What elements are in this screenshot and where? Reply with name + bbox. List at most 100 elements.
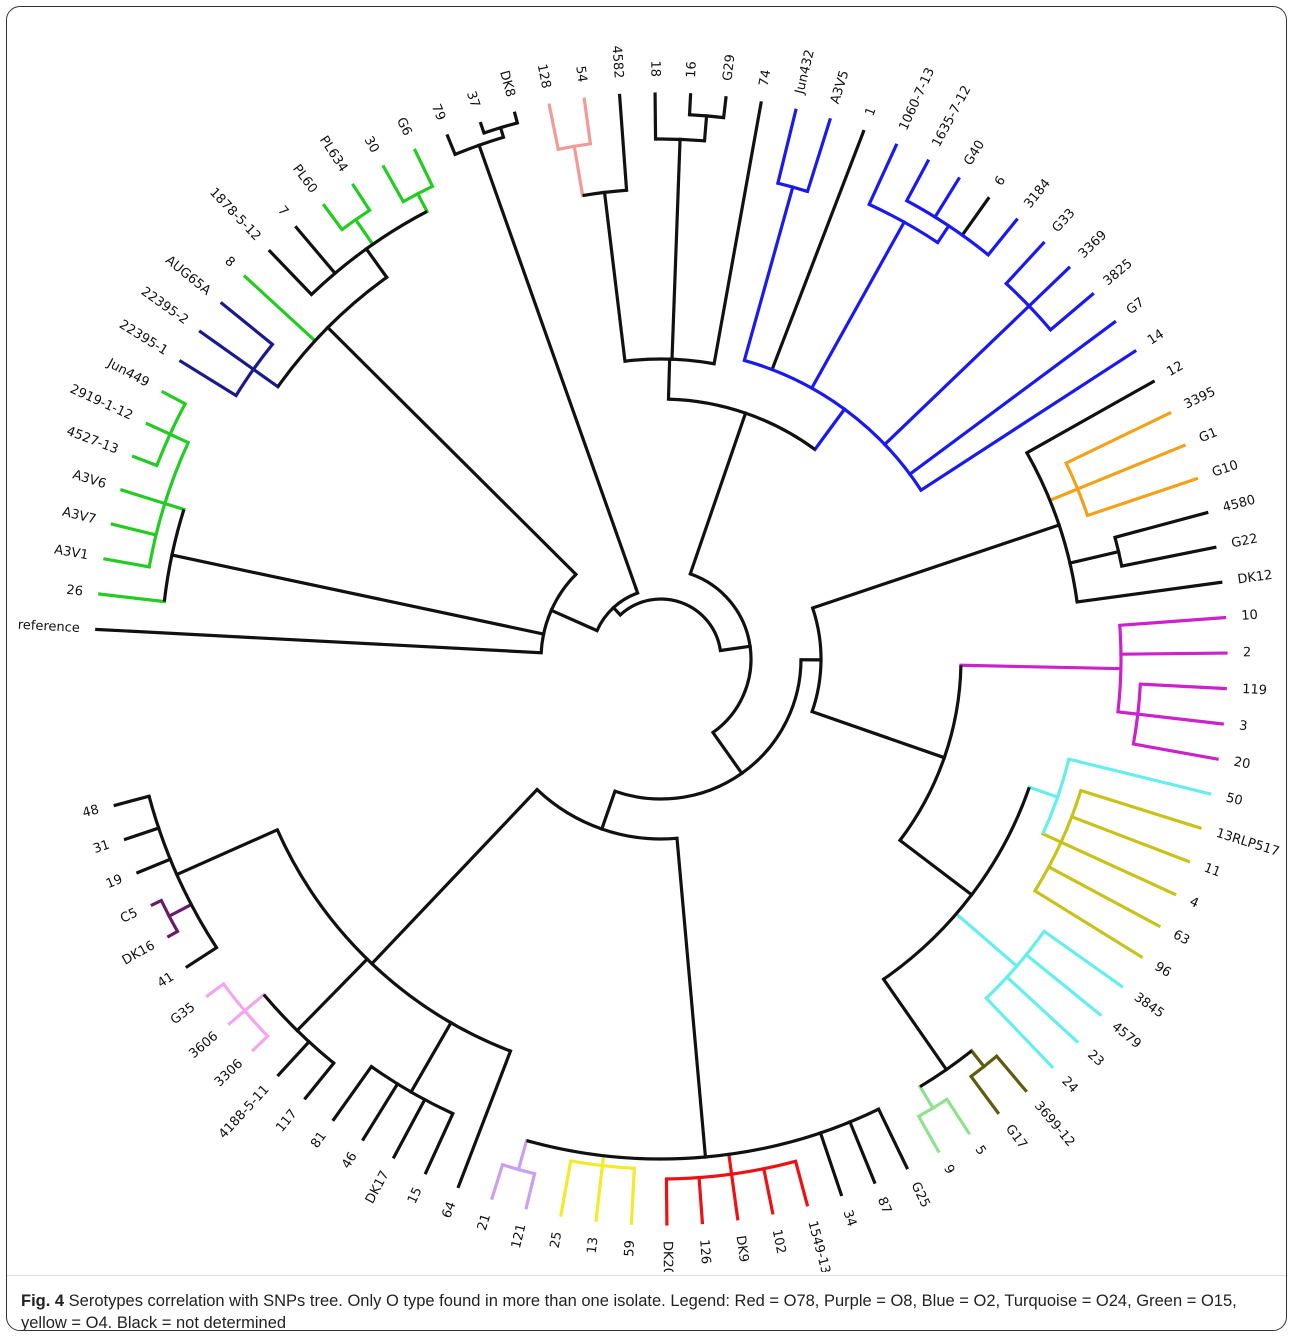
leaf-label: 22395-1	[116, 317, 170, 358]
tree-stem-20	[935, 223, 951, 245]
tree-stem-40	[600, 1153, 606, 1168]
leaf-label: 4	[1187, 894, 1201, 911]
leaf-label: 13RLP517	[1214, 826, 1281, 860]
leaf-branch-35	[985, 217, 1019, 258]
leaf-branch-87	[250, 1033, 270, 1053]
leaf-label: G25	[908, 1180, 933, 1210]
leaf-branch-14	[321, 203, 345, 232]
leaf-branch-46	[1119, 545, 1217, 568]
leaf-branch-33	[932, 176, 961, 220]
tree-stem-51	[718, 644, 752, 653]
leaf-label: 41	[155, 970, 177, 992]
leaf-branch-22	[582, 97, 593, 146]
leaf-label: 8	[221, 254, 237, 271]
leaf-label: DK8	[496, 69, 517, 99]
tree-stem-5	[353, 217, 376, 247]
leaf-branch-42	[1064, 410, 1172, 466]
leaf-branch-19	[478, 121, 487, 136]
tree-stem-10	[498, 125, 506, 140]
tree-stem-30	[1040, 831, 1064, 845]
tree-stem-46	[166, 902, 194, 919]
leaf-branch-0	[95, 627, 543, 655]
leaf-branch-25	[687, 93, 693, 117]
leaf-label: 3606	[186, 1029, 221, 1062]
leaf-label: 16	[684, 61, 700, 78]
tree-stem-36	[897, 838, 974, 898]
leaf-branch-79	[490, 1162, 505, 1201]
leaf-label: 46	[339, 1150, 360, 1172]
leaf-label: 96	[1152, 959, 1174, 980]
leaf-branch-78	[524, 1171, 537, 1210]
leaf-branch-26	[721, 95, 728, 120]
leaf-branch-81	[423, 1111, 455, 1175]
leaf-branch-37	[1026, 265, 1072, 309]
leaf-branch-48	[1118, 615, 1227, 628]
leaf-label: 9	[940, 1162, 957, 1177]
leaf-branch-40	[918, 349, 1138, 493]
leaf-label: 3184	[1021, 176, 1053, 211]
tree-stem-24	[688, 411, 748, 576]
leaf-branch-86	[276, 1039, 312, 1078]
leaf-label: 4579	[1109, 1019, 1144, 1051]
tree-stem-18	[666, 357, 672, 401]
tree-stem-27	[810, 523, 1062, 610]
leaf-branch-67	[876, 1107, 910, 1170]
tree-stem-13	[611, 605, 623, 618]
figure-frame: reference 26 A3V1 A3V7 A3V6 4527-13 2919-1-12 J…	[6, 6, 1287, 1331]
tree-stem-45	[294, 956, 370, 1033]
leaf-branch-23	[617, 93, 629, 192]
leaf-label: 10	[1241, 608, 1259, 624]
leaf-label: 4527-13	[64, 424, 120, 457]
leaf-branch-13	[294, 225, 338, 276]
leaf-label: DK20	[660, 1241, 675, 1272]
leaf-branch-27	[712, 101, 763, 366]
leaf-branch-72	[729, 1172, 740, 1221]
tree-stem-11	[477, 143, 639, 591]
leaf-label: G7	[1124, 295, 1148, 318]
caption-label: Fig. 4	[21, 1292, 65, 1310]
leaf-branch-61	[1004, 974, 1080, 1044]
leaf-branch-91	[166, 929, 180, 939]
leaf-branch-52	[1131, 742, 1219, 761]
leaf-label: 63	[1170, 927, 1192, 948]
tree-stem-41	[516, 1138, 529, 1172]
leaf-label: 3	[1238, 718, 1248, 734]
leaf-branch-36	[1003, 240, 1046, 286]
leaf-label: 18	[647, 60, 662, 77]
leaf-branch-73	[697, 1175, 705, 1225]
leaf-branch-9	[198, 329, 256, 372]
leaf-label: 50	[1224, 791, 1244, 810]
tree-stem-14	[572, 144, 585, 198]
tree-stem-15	[602, 190, 627, 363]
leaf-label: 4580	[1221, 493, 1257, 516]
leaf-branch-53	[1066, 757, 1212, 796]
leaf-branch-88	[227, 1008, 247, 1026]
tree-stem-34	[917, 1084, 936, 1111]
leaf-label: 3306	[212, 1056, 246, 1090]
leaf-label: 20	[1232, 755, 1251, 773]
leaf-label: 24	[1058, 1074, 1080, 1096]
leaf-label: 31	[91, 838, 111, 857]
leaf-branch-75	[629, 1166, 636, 1225]
tree-stem-42	[675, 836, 708, 1159]
leaf-branch-41	[1024, 379, 1156, 455]
leaf-label: A3V7	[61, 505, 98, 528]
leaf-branch-47	[1075, 580, 1223, 604]
leaf-label: G40	[961, 138, 988, 169]
tree-arc-51	[689, 572, 753, 734]
leaf-branch-49	[1119, 651, 1228, 656]
leaf-label: 5	[972, 1143, 989, 1158]
leaf-label: 126	[696, 1239, 713, 1265]
leaf-branch-58	[1032, 888, 1144, 959]
leaf-label: 1549-13	[804, 1219, 833, 1272]
leaf-branch-83	[361, 1081, 400, 1142]
tree-stem-35	[881, 977, 949, 1072]
leaf-branch-17	[412, 148, 435, 189]
tree-stem-7	[364, 246, 389, 280]
leaf-branch-34	[959, 196, 991, 238]
tree-stem-32	[953, 911, 1020, 969]
leaf-branch-2	[103, 557, 152, 569]
leaf-branch-30	[770, 129, 866, 372]
leaf-label: 1878-5-12	[206, 185, 263, 244]
leaf-branch-21	[547, 103, 561, 152]
